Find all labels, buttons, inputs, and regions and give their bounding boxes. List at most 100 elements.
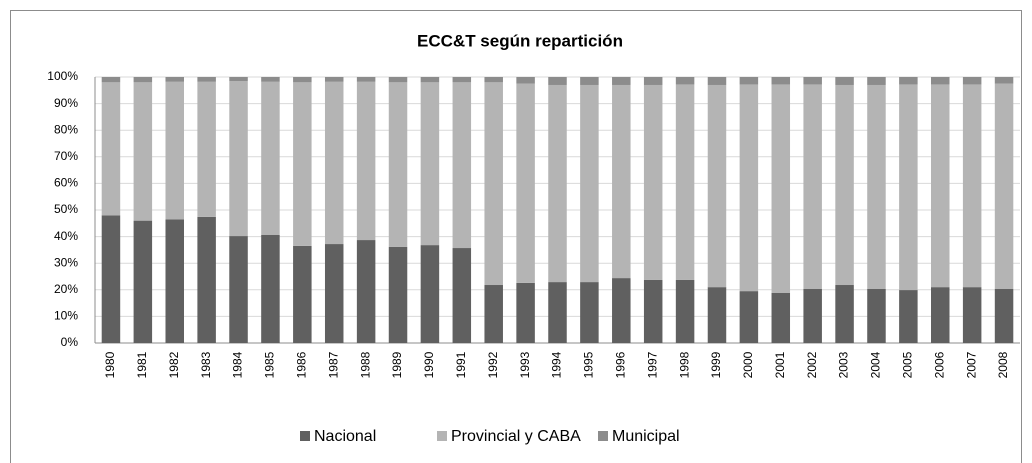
x-tick-label: 2003	[837, 351, 851, 378]
bar-segment	[293, 245, 312, 343]
bar-segment	[133, 220, 153, 343]
bar-segment	[771, 77, 791, 85]
bar-segment	[835, 77, 854, 85]
bar-segment	[324, 81, 344, 245]
bar-segment	[548, 77, 567, 85]
bar-segment	[484, 82, 503, 286]
bar-segment	[835, 285, 854, 343]
bar-segment	[133, 82, 153, 221]
bar-segment	[739, 77, 759, 85]
x-tick-label: 1989	[390, 351, 404, 378]
bar-segment	[867, 84, 886, 290]
bar-segment	[994, 83, 1014, 290]
x-tick-label: 1984	[231, 351, 245, 378]
x-tick-label: 2006	[932, 351, 946, 378]
chart-title: ECC&T según repartición	[417, 31, 623, 50]
x-tick-label: 2007	[964, 351, 978, 378]
bar-segment	[899, 77, 918, 85]
bar-segment	[962, 84, 982, 288]
bar-segment	[739, 84, 759, 292]
bar-segment	[261, 235, 280, 343]
y-tick-label: 40%	[54, 229, 78, 243]
bar-segment	[229, 236, 248, 343]
bar-segment	[643, 279, 663, 343]
x-tick-label: 1983	[199, 351, 213, 378]
bar-segment	[388, 246, 408, 343]
x-tick-label: 2008	[996, 351, 1010, 378]
bar-segment	[931, 77, 950, 85]
bar-segment	[580, 282, 599, 343]
bar-segment	[771, 84, 791, 293]
bar-segment	[388, 77, 408, 83]
y-tick-label: 50%	[54, 202, 78, 216]
bar-segment	[803, 77, 822, 85]
bar-segment	[356, 81, 376, 241]
bar-segment	[516, 77, 535, 84]
bar-segment	[899, 290, 918, 343]
bar-segment	[867, 289, 886, 343]
x-tick-label: 1988	[358, 351, 372, 378]
bar-segment	[452, 77, 472, 83]
bar-segment	[165, 219, 184, 343]
y-tick-label: 90%	[54, 96, 78, 110]
legend-swatch	[300, 431, 310, 441]
x-tick-label: 1985	[263, 351, 277, 378]
bar-segment	[962, 287, 982, 343]
x-tick-label: 1993	[518, 351, 532, 378]
x-tick-label: 1991	[454, 351, 468, 378]
bar-segment	[101, 77, 121, 83]
bar-segment	[388, 82, 408, 247]
bar-segment	[484, 77, 503, 83]
bar-segment	[707, 84, 727, 288]
bar-segment	[293, 82, 312, 246]
x-tick-label: 2001	[773, 351, 787, 378]
bar-segment	[516, 282, 535, 343]
legend-text: Municipal	[612, 428, 680, 445]
bar-segment	[612, 84, 631, 279]
bar-segment	[293, 77, 312, 83]
bar-segment	[643, 77, 663, 85]
x-tick-label: 1998	[677, 351, 691, 378]
bar-segment	[197, 81, 216, 217]
legend-text: Nacional	[314, 428, 376, 445]
bar-segment	[707, 77, 727, 85]
y-tick-label: 80%	[54, 122, 78, 136]
x-tick-label: 2000	[741, 351, 755, 378]
x-tick-label: 1987	[326, 351, 340, 378]
bar-segment	[229, 80, 248, 237]
legend-swatch	[437, 431, 447, 441]
bar-segment	[675, 84, 695, 280]
y-tick-label: 100%	[47, 69, 78, 83]
bar-segment	[420, 77, 440, 83]
bar-segment	[197, 216, 216, 343]
x-tick-label: 1981	[135, 351, 149, 378]
bar-segment	[548, 282, 567, 343]
y-tick-label: 0%	[61, 335, 79, 349]
bar-segment	[675, 279, 695, 343]
bar-segment	[580, 77, 599, 85]
bar-segment	[261, 77, 280, 82]
bar-segment	[580, 84, 599, 283]
bar-segment	[739, 291, 759, 343]
bar-segment	[165, 81, 184, 220]
y-tick-label: 70%	[54, 149, 78, 163]
legend-swatch	[598, 431, 608, 441]
bar-segment	[101, 82, 121, 216]
bar-segment	[324, 77, 344, 82]
y-tick-label: 10%	[54, 309, 78, 323]
x-tick-label: 2004	[869, 351, 883, 378]
bar-segment	[835, 84, 854, 286]
bar-segment	[994, 77, 1014, 84]
x-tick-label: 1980	[103, 351, 117, 378]
x-tick-label: 1990	[422, 351, 436, 378]
bar-segment	[675, 77, 695, 85]
bar-segment	[867, 77, 886, 85]
bar-segment	[356, 77, 376, 82]
x-tick-label: 1995	[582, 351, 596, 378]
bar-segment	[133, 77, 153, 83]
bar-segment	[931, 287, 950, 343]
x-tick-label: 1999	[709, 351, 723, 378]
bar-segment	[899, 84, 918, 291]
x-tick-label: 1982	[167, 351, 181, 378]
